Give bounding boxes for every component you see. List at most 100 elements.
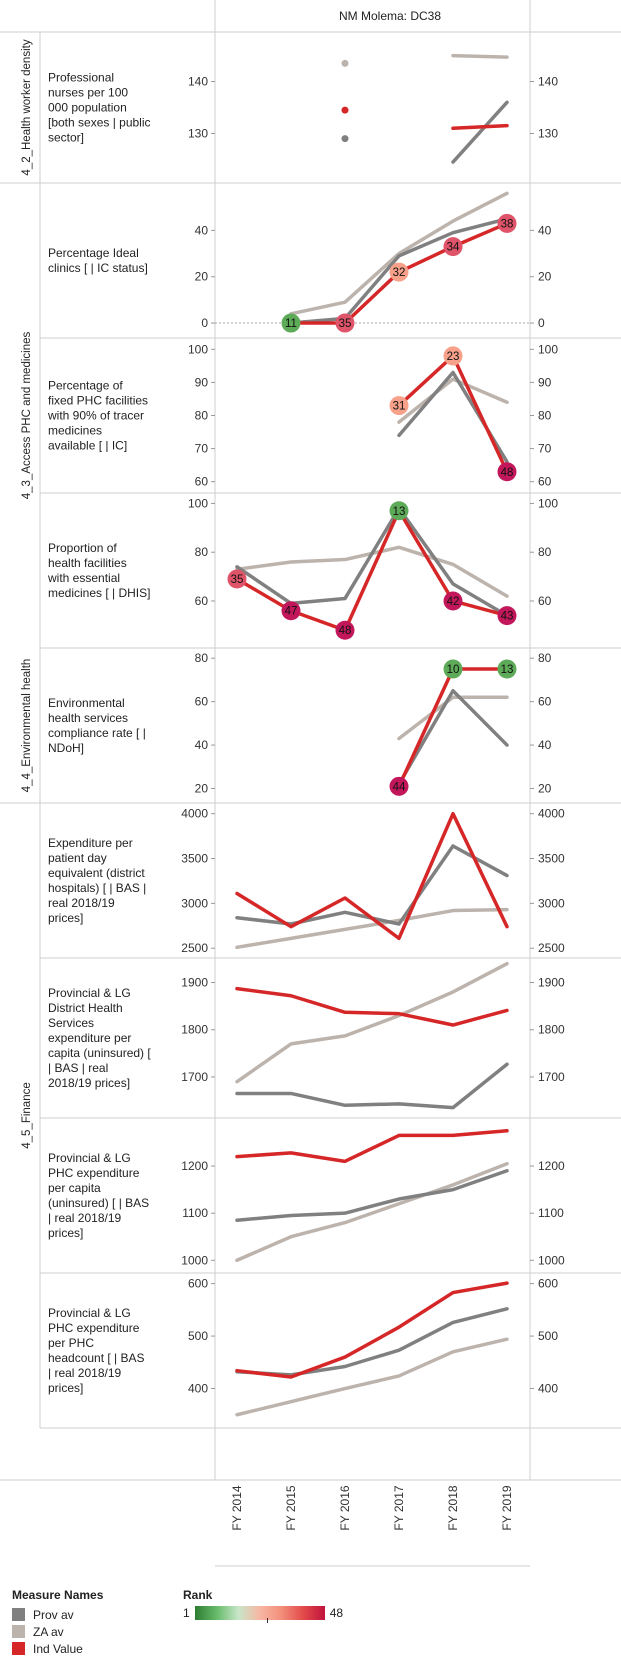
y-tick-label-left: 1200 [181,1159,208,1173]
series-line-prov-av [235,844,509,926]
row-label-line: clinics [ | IC status] [48,261,148,275]
rank-marker [281,313,301,333]
row-label-line: capita (uninsured) [ [48,1046,151,1060]
y-tick-label-left: 3000 [181,896,208,910]
rank-marker [443,237,463,257]
row-label-line: [both sexes | public [48,116,151,130]
y-tick-label-left: 1000 [181,1253,208,1267]
row-label-line: compliance rate [ | [48,726,146,740]
small-multiples-chart: NM Molema: DC38 4_2_Health worker densit… [0,0,621,1567]
row-label-line: prices] [48,1226,83,1240]
rank-value-label: 47 [285,606,298,618]
series-line-za-av [235,1161,509,1263]
series-line-ind-value [235,1281,509,1379]
row-label-line: fixed PHC facilities [48,394,148,408]
rank-marker [389,396,409,416]
y-tick-label-left: 80 [195,651,209,665]
rank-marker [227,569,247,589]
y-tick-label-right: 600 [538,1277,558,1291]
rank-legend-max: 48 [329,1606,344,1620]
row-label-line: nurses per 100 [48,86,128,100]
row-label-line: Proportion of [48,541,117,555]
row-label-1: Percentage Ideal clinics [ | IC status] [48,246,148,275]
row-label-line: Provincial & LG [48,1306,131,1320]
rank-value-label: 35 [231,574,244,586]
rank-marker [335,620,355,640]
y-tick-label-left: 500 [188,1329,208,1343]
y-tick-label-right: 60 [538,695,552,709]
rank-value-label: 31 [393,401,406,413]
y-tick-label-right: 80 [538,545,552,559]
y-tick-label-right: 3000 [538,896,565,910]
row-label-line: available [ | IC] [48,439,127,453]
y-tick-label-left: 1800 [181,1023,208,1037]
rank-marker [497,213,517,233]
row-label-line: headcount [ | BAS [48,1351,145,1365]
row-label-line: Provincial & LG [48,986,131,1000]
x-tick-label-fy-2017: FY 2017 [392,1485,406,1530]
rank-value-label: 11 [285,318,297,330]
row-label-line: District Health [48,1001,123,1015]
series-line-prov-av [235,1169,509,1222]
y-tick-label-left: 1100 [182,1206,208,1220]
y-tick-label-left: 40 [195,223,209,237]
legend-item-prov-av[interactable]: Prov av [12,1606,103,1623]
rank-marker [389,776,409,796]
rank-value-label: 10 [447,664,460,676]
row-label-2: Percentage of fixed PHC facilities with 90… [47,379,148,453]
row-label-line: per capita [48,1181,101,1195]
legend-label-prov-av: Prov av [33,1607,74,1622]
rank-value-label: 23 [447,351,460,363]
group-label-4-5-finance: 4_5_Finance [21,1082,33,1149]
y-tick-label-left: 100 [188,496,208,510]
rank-value-label: 38 [501,218,514,230]
row-label-line: | real 2018/19 [48,1366,121,1380]
row-label-line: with essential [47,571,120,585]
x-tick-label-fy-2015: FY 2015 [284,1485,298,1530]
y-tick-label-right: 90 [538,375,552,389]
y-tick-label-left: 70 [195,442,209,456]
measure-legend: Measure Names Prov av ZA av Ind Value [12,1588,103,1657]
y-tick-label-right: 100 [538,342,558,356]
legend-item-za-av[interactable]: ZA av [12,1623,103,1640]
row-label-0: Professional nurses per 100 000 population… [48,71,151,145]
y-tick-label-right: 0 [538,316,545,330]
row-label-line: Environmental [48,696,125,710]
row-label-line: patient day [48,851,107,865]
series-line-za-av [289,191,509,316]
row-label-line: Percentage of [48,379,123,393]
row-label-line: prices] [48,911,83,925]
y-tick-label-right: 130 [538,126,558,140]
series-line-ind-value [451,123,509,131]
y-tick-label-left: 3500 [181,852,208,866]
y-tick-label-left: 100 [188,342,208,356]
row-label-6: Provincial & LG District Health Services ex… [48,986,151,1090]
row-label-line: sector] [48,131,84,145]
rank-marker [497,659,517,679]
y-tick-label-left: 60 [195,594,209,608]
rank-gradient-marker [266,1618,268,1623]
x-tick-label-fy-2018: FY 2018 [446,1485,460,1530]
rank-marker [389,262,409,282]
rank-legend-title: Rank [183,1588,213,1602]
series-line-prov-av [235,506,509,618]
row-label-line: PHC expenditure [48,1321,140,1335]
y-tick-label-left: 90 [195,375,209,389]
row-label-line: 2018/19 prices] [48,1076,130,1090]
y-tick-label-right: 2500 [538,941,565,955]
x-tick-label-fy-2016: FY 2016 [338,1485,352,1530]
rank-color-gradient [194,1606,325,1623]
y-tick-label-right: 3500 [538,852,565,866]
row-label-line: expenditure per [48,1031,131,1045]
rank-value-label: 13 [393,506,406,518]
y-tick-label-right: 80 [538,651,552,665]
y-tick-label-right: 60 [538,594,552,608]
y-tick-label-right: 1200 [538,1159,565,1173]
row-label-8: Provincial & LG PHC expenditure per PHC hea… [48,1306,145,1395]
rank-marker [335,313,355,333]
legend-item-ind-value[interactable]: Ind Value [12,1640,103,1657]
y-tick-label-left: 80 [195,545,209,559]
series-point-prov-av [341,135,349,143]
row-label-line: Services [48,1016,94,1030]
series-point-ind-value [341,106,349,114]
